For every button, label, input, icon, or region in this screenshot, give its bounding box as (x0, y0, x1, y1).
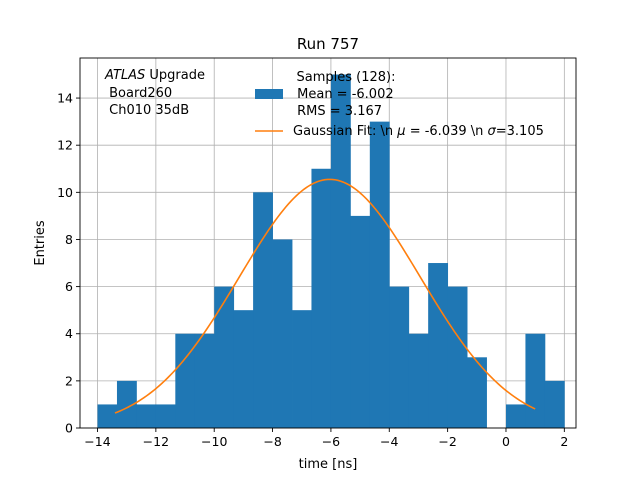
histogram-bar (447, 286, 468, 428)
histogram-bar (505, 404, 526, 428)
y-tick-label: 10 (57, 185, 73, 200)
histogram-bar (116, 380, 137, 428)
annotation-line-2: Board260 (105, 86, 172, 101)
x-axis-label: time [ns] (299, 457, 358, 472)
histogram-bar (525, 333, 546, 428)
x-tick-label: −6 (322, 434, 340, 449)
y-tick-label: 8 (65, 232, 73, 247)
histogram-bar (369, 121, 390, 429)
histogram-bar (175, 333, 196, 428)
y-tick-label: 12 (57, 138, 73, 153)
y-tick-label: 14 (57, 91, 73, 106)
histogram-bar (408, 333, 429, 428)
y-tick-label: 4 (65, 326, 73, 341)
y-axis-label: Entries (33, 220, 48, 266)
histogram-bar (292, 310, 312, 428)
histogram-bar (253, 192, 273, 428)
upgrade-label: Upgrade (145, 68, 205, 83)
x-tick-label: 2 (560, 434, 568, 449)
histogram-bar (350, 215, 371, 428)
x-tick-label: −12 (143, 434, 169, 449)
annotation-line-3: Ch010 35dB (105, 103, 189, 118)
legend: Samples (128): Mean = -6.002 RMS = 3.167… (255, 70, 544, 139)
y-tick-label: 6 (65, 279, 73, 294)
histogram-bar (214, 286, 235, 428)
y-tick-label: 2 (65, 373, 73, 388)
annotation-line-1: ATLAS Upgrade (104, 68, 205, 83)
histogram-bar (233, 310, 254, 428)
histogram-bar (194, 333, 215, 428)
y-axis-ticks: 0 2 4 6 8 10 12 14 (57, 91, 80, 436)
histogram-bar (544, 380, 565, 428)
plot-frame (79, 57, 577, 429)
x-tick-label: −8 (263, 434, 281, 449)
chart-title: Run 757 (297, 35, 359, 53)
histogram-bar (136, 404, 157, 428)
x-tick-label: −4 (380, 434, 398, 449)
gaussian-fit-curve (114, 178, 536, 414)
y-tick-label: 0 (65, 421, 73, 436)
histogram-bar (389, 286, 410, 428)
x-tick-label: 0 (502, 434, 510, 449)
run-annotation: ATLAS Upgrade Board260 Ch010 35dB (104, 68, 205, 118)
x-tick-label: −2 (438, 434, 456, 449)
legend-hist-mean: Mean = -6.002 (293, 87, 394, 102)
legend-title: Samples (128): (297, 70, 396, 85)
histogram-bar (428, 263, 449, 428)
x-tick-label: −10 (201, 434, 227, 449)
legend-hist-swatch (255, 89, 283, 99)
histogram-bar (155, 404, 176, 428)
atlas-label: ATLAS (104, 68, 145, 83)
legend-hist-rms: RMS = 3.167 (293, 104, 382, 119)
histogram-bar (97, 404, 118, 428)
histogram-bar (467, 357, 487, 428)
legend-fit-label: Gaussian Fit: \n μ = -6.039 \n σ=3.105 (293, 124, 544, 139)
histogram-bars (97, 74, 565, 429)
histogram-bar (272, 239, 293, 428)
histogram-bar (330, 74, 351, 428)
histogram-bar (311, 168, 332, 428)
x-axis-ticks: −14 −12 −10 −8 −6 −4 −2 0 2 (84, 428, 568, 449)
x-tick-label: −14 (84, 434, 110, 449)
